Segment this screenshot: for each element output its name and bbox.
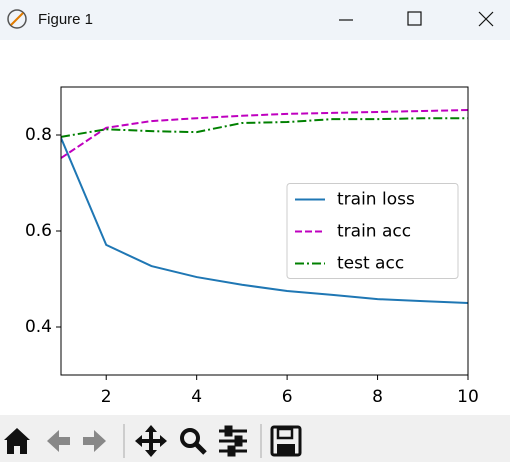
legend-label: test acc bbox=[337, 254, 404, 274]
x-tick-label: 10 bbox=[457, 387, 479, 407]
forward-button[interactable] bbox=[83, 430, 106, 452]
line-series bbox=[61, 109, 468, 159]
maximize-button[interactable] bbox=[407, 11, 422, 26]
x-tick-label: 8 bbox=[372, 387, 383, 407]
window-title: Figure 1 bbox=[38, 11, 93, 28]
title-bar bbox=[0, 0, 510, 40]
y-tick-label: 0.8 bbox=[25, 125, 52, 145]
plot: 2 4 6 8 10 0.4 0.6 0.8 train loss train acc test a… bbox=[25, 86, 479, 407]
back-button[interactable] bbox=[47, 430, 70, 452]
close-button[interactable] bbox=[478, 11, 494, 27]
line-series bbox=[61, 117, 468, 138]
series-group bbox=[61, 109, 468, 304]
line-series bbox=[61, 137, 468, 304]
legend-label: train acc bbox=[337, 222, 411, 242]
toolbar bbox=[0, 415, 510, 462]
zoom-button[interactable] bbox=[180, 428, 207, 455]
configure-button[interactable] bbox=[219, 425, 247, 457]
pan-button[interactable] bbox=[135, 425, 167, 457]
x-tick-label: 6 bbox=[282, 387, 293, 407]
x-tick-label: 2 bbox=[101, 387, 112, 407]
legend bbox=[286, 183, 459, 279]
y-tick-label: 0.6 bbox=[25, 221, 52, 241]
axes-frame bbox=[60, 86, 469, 376]
x-tick-label: 4 bbox=[191, 387, 202, 407]
home-button[interactable] bbox=[4, 428, 30, 454]
toolbar-icons bbox=[4, 424, 302, 458]
save-button[interactable] bbox=[270, 425, 302, 457]
legend-label: train loss bbox=[337, 190, 415, 210]
app-icon bbox=[7, 9, 27, 29]
y-tick-label: 0.4 bbox=[25, 317, 52, 337]
